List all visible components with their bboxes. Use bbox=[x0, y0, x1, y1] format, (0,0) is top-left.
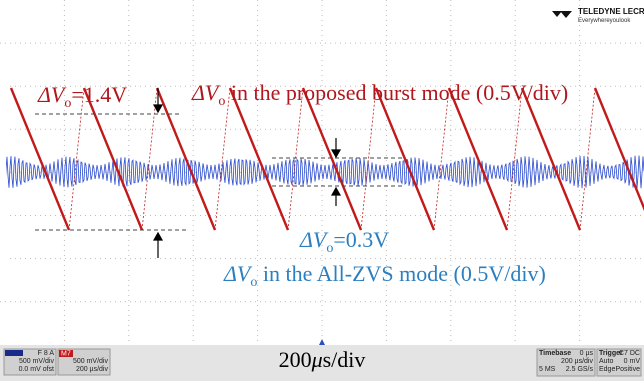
trigger-source: C7 DC bbox=[619, 350, 640, 357]
text: =0.3V bbox=[333, 227, 389, 252]
timebase-points: 5 MS bbox=[539, 366, 556, 373]
brand-name: TELEDYNE LECROY bbox=[578, 7, 644, 16]
channel-color bbox=[5, 350, 23, 356]
timebase-label: Timebase bbox=[539, 350, 571, 357]
brand-tagline: Everywhereyoulook bbox=[578, 18, 631, 24]
page: TELEDYNE LECROY Everywhereyoulook ΔVo=1.… bbox=[0, 0, 644, 381]
subscript: o bbox=[250, 275, 257, 290]
oscilloscope-screen: TELEDYNE LECROY Everywhereyoulook ΔVo=1.… bbox=[0, 0, 644, 381]
text: μ bbox=[311, 347, 323, 372]
channel-label: F 8 A bbox=[38, 350, 55, 357]
text: in the proposed burst mode (0.5V/div) bbox=[225, 80, 568, 105]
channel-offset: 0.0 mV ofst bbox=[19, 366, 54, 373]
annotation: ΔVo in the All-ZVS mode (0.5V/div) bbox=[223, 261, 546, 290]
trigger-level: 0 mV bbox=[624, 358, 641, 365]
subscript: o bbox=[326, 241, 333, 256]
annotation: ΔVo=0.3V bbox=[299, 227, 389, 256]
text: s/div bbox=[323, 347, 366, 372]
symbol: ΔV bbox=[37, 82, 67, 107]
timebase-delay: 0 µs bbox=[580, 350, 594, 357]
trigger-mode: Auto bbox=[599, 358, 614, 365]
text: in the All-ZVS mode (0.5V/div) bbox=[257, 261, 545, 286]
channel-scale: 500 mV/div bbox=[73, 358, 109, 365]
text: =1.4V bbox=[71, 82, 127, 107]
annotation: ΔVo in the proposed burst mode (0.5V/div… bbox=[191, 80, 568, 109]
clip bbox=[0, 60, 6, 280]
channel-scale: 500 mV/div bbox=[19, 358, 55, 365]
trigger-slope: Positive bbox=[615, 366, 640, 373]
subscript: o bbox=[218, 94, 225, 109]
symbol: ΔV bbox=[223, 261, 253, 286]
symbol: ΔV bbox=[299, 227, 329, 252]
text: 200 bbox=[279, 347, 312, 372]
timebase-rate: 2.5 GS/s bbox=[566, 366, 594, 373]
channel-label: M7 bbox=[61, 351, 71, 358]
timebase-per-div: 200 µs/div bbox=[561, 358, 594, 365]
timescale: 200μs/div bbox=[279, 347, 366, 372]
annotation: ΔVo=1.4V bbox=[37, 82, 127, 111]
channel-time: 200 µs/div bbox=[76, 366, 109, 373]
subscript: o bbox=[64, 96, 71, 111]
symbol: ΔV bbox=[191, 80, 221, 105]
trigger-type: Edge bbox=[599, 366, 615, 373]
